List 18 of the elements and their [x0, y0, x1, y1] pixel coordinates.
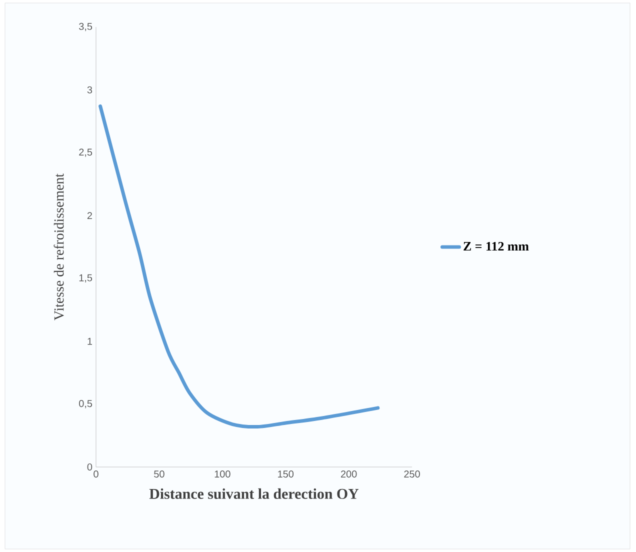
y-tick-label: 0,5	[79, 400, 92, 408]
y-tick-label: 2,5	[79, 148, 92, 157]
x-tick-label: 200	[340, 470, 357, 478]
line-series	[98, 104, 380, 429]
y-tick-label: 3	[87, 86, 92, 94]
y-tick-label: 0	[87, 463, 92, 471]
legend-label: Z = 112 mm	[464, 242, 529, 251]
x-tick-label: 150	[278, 470, 294, 478]
y-axis-title: Vitesse de refroidissement	[54, 174, 64, 320]
y-tick-label: 1,5	[79, 274, 92, 282]
y-tick-label: 2	[87, 212, 92, 220]
x-tick-label: 100	[214, 470, 230, 478]
y-tick-label: 3,5	[79, 22, 92, 32]
x-axis-title: Distance suivant la derection OY	[149, 488, 359, 499]
x-tick-label: 50	[154, 470, 164, 478]
x-tick-label: 250	[404, 470, 420, 478]
x-tick-label: 0	[94, 470, 98, 478]
y-tick-label: 1	[88, 338, 92, 345]
